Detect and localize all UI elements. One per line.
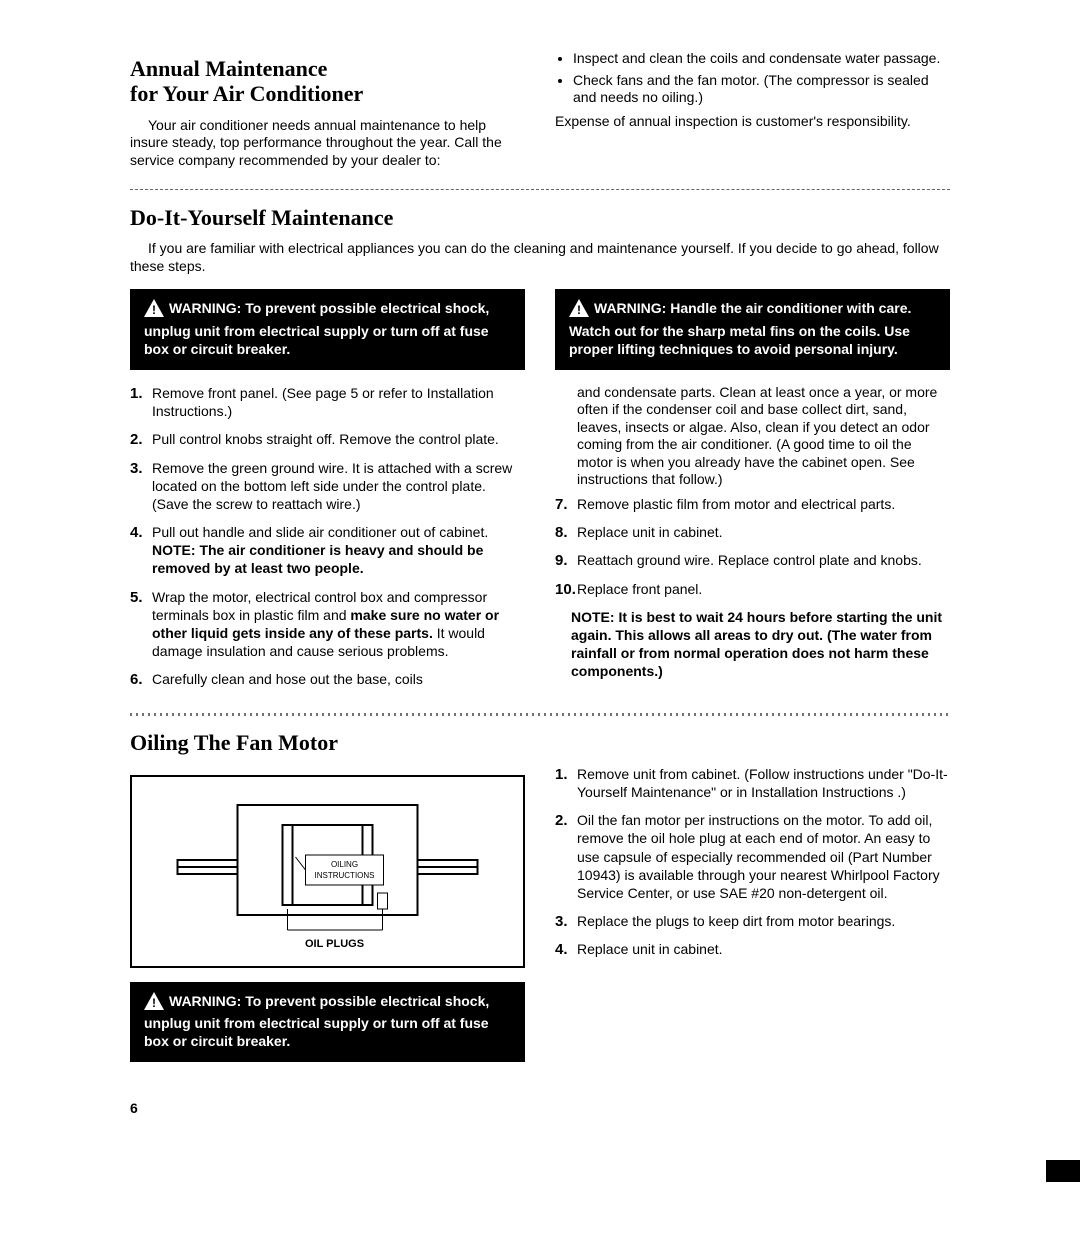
warning-icon: ! (144, 992, 164, 1014)
svg-text:!: ! (577, 303, 581, 317)
diy-warning-right-text: WARNING: Handle the air conditioner with… (569, 300, 911, 356)
oiling-steps: Remove unit from cabinet. (Follow instru… (555, 765, 950, 959)
document-page: Annual Maintenancefor Your Air Condition… (0, 0, 1080, 1156)
annual-bullet-2: Check fans and the fan motor. (The compr… (573, 72, 950, 107)
annual-left-col: Annual Maintenancefor Your Air Condition… (130, 50, 525, 175)
diy-section: ! WARNING: To prevent possible electrica… (130, 281, 950, 698)
annual-title: Annual Maintenancefor Your Air Condition… (130, 56, 525, 107)
oiling-warning: ! WARNING: To prevent possible electrica… (130, 982, 525, 1063)
oil-plugs-label: OIL PLUGS (305, 938, 364, 950)
step-item: Carefully clean and hose out the base, c… (130, 670, 525, 688)
diy-intro: If you are familiar with electrical appl… (130, 240, 950, 275)
section-divider (130, 189, 950, 191)
diy-note: NOTE: It is best to wait 24 hours before… (555, 608, 950, 681)
warning-icon: ! (144, 299, 164, 321)
diy-left-col: ! WARNING: To prevent possible electrica… (130, 281, 525, 698)
svg-text:!: ! (152, 303, 156, 317)
fan-motor-svg: OILING INSTRUCTIONS OIL PLUGS (140, 785, 515, 955)
annual-bullets: Inspect and clean the coils and condensa… (573, 50, 950, 107)
diy-right-col: ! WARNING: Handle the air conditioner wi… (555, 281, 950, 698)
oiling-title: Oiling The Fan Motor (130, 730, 950, 755)
svg-text:OILING: OILING (331, 860, 358, 869)
annual-intro: Your air conditioner needs annual mainte… (130, 117, 525, 170)
step-item: Oil the fan motor per instructions on th… (555, 811, 950, 902)
step-item: Reattach ground wire. Replace control pl… (555, 551, 950, 569)
step-item: Remove front panel. (See page 5 or refer… (130, 384, 525, 420)
step-item: Remove unit from cabinet. (Follow instru… (555, 765, 950, 801)
svg-text:INSTRUCTIONS: INSTRUCTIONS (315, 871, 375, 880)
oiling-left-col: OILING INSTRUCTIONS OIL PLUGS ! WARNING:… (130, 765, 525, 1077)
step-item: Replace unit in cabinet. (555, 523, 950, 541)
warning-icon: ! (569, 299, 589, 321)
diy-warning-left-text: WARNING: To prevent possible electrical … (144, 300, 489, 356)
step-item: Replace unit in cabinet. (555, 940, 950, 958)
page-number: 6 (130, 1100, 950, 1116)
step-item: Replace front panel. (555, 580, 950, 598)
footer-bar (0, 1162, 1080, 1182)
diy-title: Do-It-Yourself Maintenance (130, 205, 950, 230)
annual-bullet-1: Inspect and clean the coils and condensa… (573, 50, 950, 68)
fan-motor-diagram: OILING INSTRUCTIONS OIL PLUGS (130, 775, 525, 968)
diy-continuation: and condensate parts. Clean at least onc… (555, 384, 950, 489)
oiling-warning-text: WARNING: To prevent possible electrical … (144, 993, 489, 1049)
step-item: Wrap the motor, electrical control box a… (130, 588, 525, 661)
step-item: Remove plastic film from motor and elect… (555, 495, 950, 513)
diy-warning-right: ! WARNING: Handle the air conditioner wi… (555, 289, 950, 370)
section-divider-noisy (130, 713, 950, 716)
oiling-right-col: Remove unit from cabinet. (Follow instru… (555, 765, 950, 1077)
step-item: Remove the green ground wire. It is atta… (130, 459, 525, 514)
svg-text:!: ! (152, 996, 156, 1010)
step-item: Pull control knobs straight off. Remove … (130, 430, 525, 448)
diy-warning-left: ! WARNING: To prevent possible electrica… (130, 289, 525, 370)
diy-steps-right: Remove plastic film from motor and elect… (555, 495, 950, 598)
annual-expense: Expense of annual inspection is customer… (555, 113, 950, 131)
step-item: Pull out handle and slide air conditione… (130, 523, 525, 578)
annual-maintenance-section: Annual Maintenancefor Your Air Condition… (130, 50, 950, 175)
step-item: Replace the plugs to keep dirt from moto… (555, 912, 950, 930)
diy-steps-left: Remove front panel. (See page 5 or refer… (130, 384, 525, 689)
footer-block (1046, 1160, 1080, 1182)
annual-right-col: Inspect and clean the coils and condensa… (555, 50, 950, 175)
oiling-section: OILING INSTRUCTIONS OIL PLUGS ! WARNING:… (130, 765, 950, 1077)
